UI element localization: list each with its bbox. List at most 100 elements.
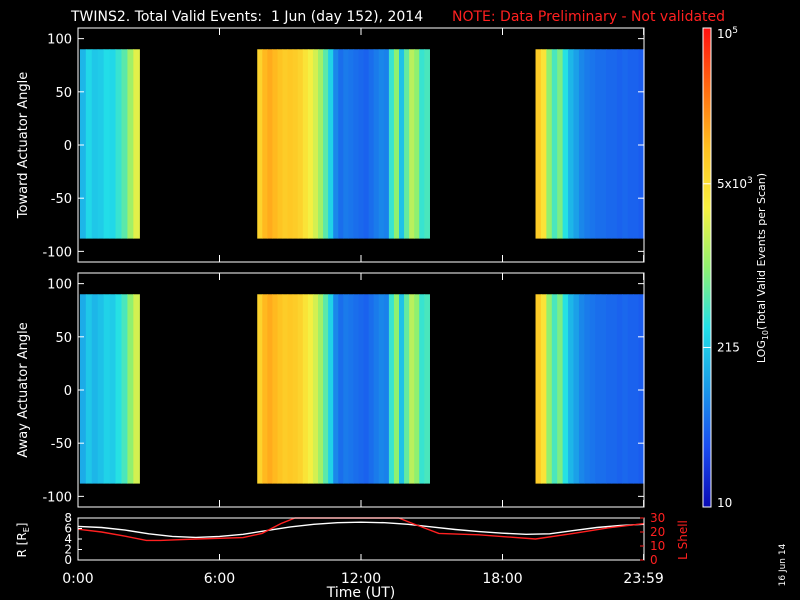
- toward-heatmap-column: [97, 49, 105, 239]
- time-tick-label: 6:00: [204, 571, 235, 587]
- toward-heatmap-column: [103, 49, 111, 239]
- toward-heatmap-column: [638, 49, 645, 239]
- toward-heatmap-column: [568, 49, 575, 239]
- away-heatmap-column: [127, 294, 134, 484]
- away-angle-panel: 100 50 0 -50 -100 Away Actuator Angle: [16, 272, 645, 508]
- time-tick-label: 0:00: [62, 571, 93, 587]
- toward-heatmap-column: [633, 49, 640, 239]
- away-heatmap-column: [297, 294, 304, 484]
- toward-heatmap-column: [627, 49, 634, 239]
- away-heatmap-column: [419, 294, 425, 484]
- colorbar-tick-label: 105: [717, 26, 738, 41]
- away-y-tick-label: 50: [55, 331, 72, 346]
- toward-y-axis-label: Toward Actuator Angle: [16, 72, 31, 219]
- away-heatmap-column: [287, 294, 294, 484]
- toward-heatmap-column: [388, 49, 395, 239]
- away-heatmap-column: [358, 294, 365, 484]
- toward-heatmap-column: [121, 49, 129, 239]
- toward-heatmap-column: [424, 49, 430, 239]
- away-heatmap-column: [633, 294, 640, 484]
- away-heatmap-column: [557, 294, 564, 484]
- away-heatmap-column: [262, 294, 268, 484]
- away-heatmap-column: [333, 294, 339, 484]
- toward-heatmap-column: [312, 49, 319, 239]
- away-heatmap-column: [388, 294, 395, 484]
- toward-heatmap-column: [292, 49, 299, 239]
- preliminary-note: NOTE: Data Preliminary - Not validated: [452, 9, 725, 25]
- away-heatmap-column: [115, 294, 123, 484]
- toward-heatmap-column: [578, 49, 585, 239]
- toward-heatmap-column: [393, 49, 400, 239]
- away-heatmap-column: [121, 294, 129, 484]
- toward-heatmap-column: [557, 49, 564, 239]
- away-heatmap-column: [79, 294, 87, 484]
- toward-heatmap-column: [600, 49, 607, 239]
- away-heatmap-column: [399, 294, 405, 484]
- colorbar: 10 215 5x103 105 LOG10(Total Valid Events p…: [702, 26, 770, 510]
- r-axis-label: R [RE]: [15, 523, 31, 558]
- toward-heatmap-column: [584, 49, 591, 239]
- l-shell-axis-label: L Shell: [676, 520, 690, 560]
- away-heatmap-column: [540, 294, 547, 484]
- toward-heatmap-column: [79, 49, 87, 239]
- away-heatmap-column: [627, 294, 634, 484]
- away-heatmap-column: [424, 294, 430, 484]
- r-tick-label: 6: [64, 522, 72, 536]
- away-heatmap-column: [133, 294, 140, 484]
- toward-heatmap-column: [363, 49, 370, 239]
- l-shell-tick-label: 10: [650, 539, 665, 553]
- toward-heatmap-column: [358, 49, 365, 239]
- away-heatmap-column: [616, 294, 623, 484]
- away-heatmap-column: [85, 294, 93, 484]
- away-heatmap-column: [323, 294, 329, 484]
- away-y-tick-label: -100: [42, 490, 72, 505]
- away-heatmap-column: [638, 294, 645, 484]
- ephemeris-lines: [77, 517, 645, 542]
- toward-heatmap-column: [383, 49, 390, 239]
- toward-y-tick-label: -100: [42, 245, 72, 260]
- away-heatmap-column: [589, 294, 596, 484]
- away-y-tick-label: 100: [47, 278, 72, 293]
- away-heatmap-marks: [79, 294, 645, 484]
- time-tick-label: 23:59: [623, 571, 663, 587]
- away-heatmap-column: [343, 294, 349, 484]
- toward-heatmap-column: [540, 49, 547, 239]
- toward-heatmap-column: [282, 49, 289, 239]
- toward-heatmap-column: [333, 49, 339, 239]
- away-heatmap-column: [611, 294, 618, 484]
- toward-heatmap-column: [272, 49, 279, 239]
- toward-heatmap-column: [606, 49, 613, 239]
- away-heatmap-column: [573, 294, 580, 484]
- toward-heatmap-column: [127, 49, 134, 239]
- away-heatmap-column: [368, 294, 375, 484]
- toward-heatmap-column: [399, 49, 405, 239]
- toward-angle-panel: 100 50 0 -50 -100 Toward Actuator Angle: [16, 27, 645, 263]
- away-heatmap-column: [277, 294, 284, 484]
- toward-heatmap-column: [353, 49, 360, 239]
- toward-y-tick-label: 50: [55, 86, 72, 101]
- colorbar-gradient: [703, 28, 711, 507]
- toward-heatmap-column: [611, 49, 618, 239]
- away-heatmap-column: [562, 294, 569, 484]
- colorbar-tick-label: 215: [717, 340, 740, 354]
- toward-heatmap-column: [595, 49, 602, 239]
- colorbar-tick-label: 5x103: [717, 176, 753, 191]
- toward-heatmap-column: [109, 49, 117, 239]
- away-heatmap-column: [606, 294, 613, 484]
- away-heatmap-column: [307, 294, 314, 484]
- away-y-tick-label: 0: [64, 384, 72, 399]
- away-y-tick-label: -50: [51, 437, 72, 452]
- away-heatmap-column: [551, 294, 558, 484]
- toward-heatmap-column: [546, 49, 553, 239]
- away-heatmap-column: [318, 294, 324, 484]
- toward-heatmap-column: [287, 49, 294, 239]
- away-heatmap-column: [535, 294, 542, 484]
- toward-heatmap-column: [404, 49, 410, 239]
- r-series-line: [77, 521, 645, 539]
- toward-heatmap-column: [535, 49, 542, 239]
- toward-heatmap-column: [378, 49, 385, 239]
- toward-heatmap-marks: [79, 49, 645, 239]
